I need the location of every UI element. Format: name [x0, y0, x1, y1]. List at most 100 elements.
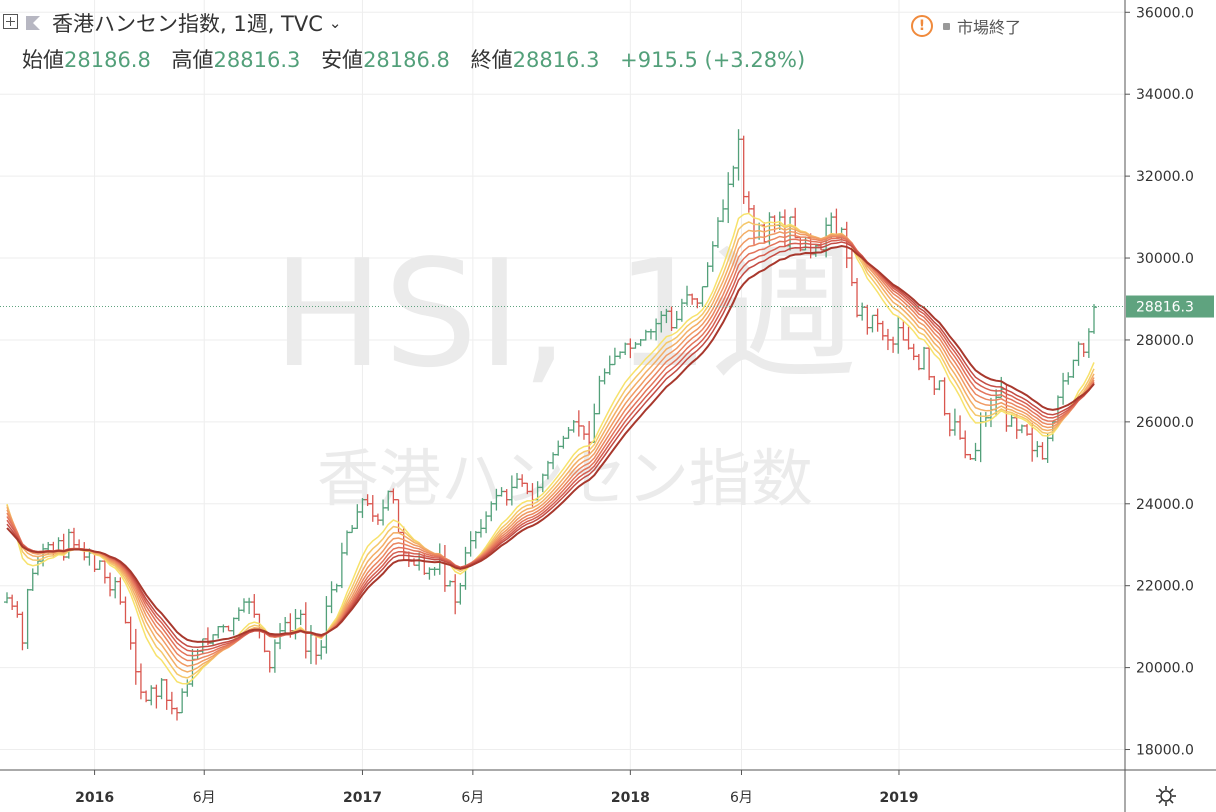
market-status-label: 市場終了 [956, 18, 1021, 37]
up-bar [215, 625, 222, 639]
up-bar [1018, 424, 1025, 434]
down-bar [225, 625, 232, 632]
down-bar [874, 308, 881, 332]
up-bar [292, 608, 299, 640]
price-tick-label: 20000.0 [1136, 661, 1194, 677]
ma-line [6, 221, 1095, 679]
down-bar [1039, 442, 1046, 460]
chevron-down-icon[interactable]: ⌄ [328, 14, 342, 32]
down-bar [915, 353, 922, 371]
ma-line [6, 226, 1095, 673]
down-bar [19, 611, 26, 651]
up-bar [1060, 372, 1067, 405]
symbol-row[interactable]: 香港ハンセン指数, 1週, TVC ⌄ [24, 8, 342, 38]
legend-header: 香港ハンセン指数, 1週, TVC ⌄ 始値28186.8 高値28816.3 … [0, 0, 1125, 80]
up-bar [307, 625, 314, 665]
down-bar [143, 690, 150, 703]
up-bar [112, 577, 119, 599]
price-axis[interactable]: 18000.0 20000.0 22000.0 24000.0 26000.0 28000… [1124, 0, 1194, 812]
ma-line [6, 244, 1095, 643]
down-bar [580, 425, 587, 440]
warning-icon[interactable]: ! [910, 15, 933, 37]
down-bar [1024, 424, 1031, 436]
down-bar [962, 430, 969, 459]
up-bar [1044, 433, 1051, 463]
up-bar [565, 426, 572, 439]
up-bar [1075, 341, 1082, 366]
ohlc-row: 始値28186.8 高値28816.3 安値28186.8 終値28816.3 … [22, 44, 805, 74]
market-status[interactable]: ! 市場終了 [910, 14, 1021, 38]
down-bar [122, 596, 129, 624]
watermark-name: 香港ハンセン指数 [317, 442, 813, 515]
price-tick-label: 32000.0 [1136, 169, 1194, 185]
down-bar [879, 320, 886, 341]
up-bar [297, 609, 304, 626]
watermark: HSI, 1週 香港ハンセン指数 [272, 228, 857, 515]
up-bar [323, 596, 330, 654]
up-bar [282, 616, 289, 635]
down-bar [127, 616, 134, 650]
up-bar [344, 530, 351, 556]
price-tick-label: 36000.0 [1136, 5, 1194, 21]
up-bar [972, 442, 979, 461]
last-price-label: 28816.3 [1136, 300, 1194, 316]
down-bar [153, 684, 160, 709]
up-bar [426, 567, 433, 580]
watermark-symbol: HSI, 1週 [272, 228, 857, 400]
gear-icon[interactable] [1155, 785, 1177, 807]
up-bar [920, 346, 927, 370]
up-bar [472, 530, 479, 549]
change-value: +915.5 (+3.28%) [620, 48, 806, 72]
up-bar [220, 624, 227, 633]
time-tick-label: 6月 [461, 790, 484, 806]
low-label: 安値 [321, 48, 364, 72]
price-tick-label: 30000.0 [1136, 251, 1194, 267]
up-bar [982, 412, 989, 427]
up-bar [720, 199, 727, 223]
down-bar [266, 650, 273, 673]
up-bar [29, 568, 36, 591]
down-bar [163, 679, 170, 710]
up-bar [987, 397, 994, 428]
down-bar [1080, 342, 1087, 357]
down-bar [946, 412, 953, 437]
time-tick-label: 2016 [75, 790, 114, 806]
status-dot-icon [942, 22, 950, 30]
up-bar [240, 598, 247, 613]
up-bar [148, 685, 155, 706]
high-value: 28816.3 [213, 48, 301, 72]
up-bar [235, 607, 242, 621]
down-bar [251, 594, 258, 618]
up-bar [318, 640, 325, 660]
up-bar [349, 525, 356, 534]
down-bar [745, 191, 752, 213]
up-bar [1034, 441, 1041, 458]
up-bar [230, 617, 237, 636]
time-tick-label: 2018 [611, 790, 650, 806]
up-bar [4, 592, 10, 604]
down-bar [941, 377, 948, 416]
plus-square-icon[interactable] [3, 14, 18, 29]
down-bar [132, 628, 139, 685]
down-bar [905, 326, 912, 350]
up-bar [246, 597, 253, 614]
down-bar [117, 577, 124, 605]
ma-line [6, 230, 1095, 667]
ma-line [6, 212, 1095, 685]
up-bar [1091, 304, 1097, 334]
price-tick-label: 34000.0 [1136, 87, 1194, 103]
down-bar [926, 346, 933, 381]
up-bar [735, 129, 742, 181]
price-tick-label: 24000.0 [1136, 497, 1194, 513]
time-axis[interactable]: 2016 6月 2017 6月 2018 6月 2019 [0, 769, 1216, 806]
last-price-tag: 28816.3 [1126, 295, 1214, 318]
flag-icon [26, 16, 40, 30]
up-bar [333, 583, 340, 593]
up-bar [24, 588, 31, 649]
time-tick-label: 2017 [343, 790, 382, 806]
up-bar [869, 314, 876, 333]
down-bar [313, 634, 320, 665]
price-tick-label: 22000.0 [1136, 579, 1194, 595]
up-bar [431, 566, 438, 576]
